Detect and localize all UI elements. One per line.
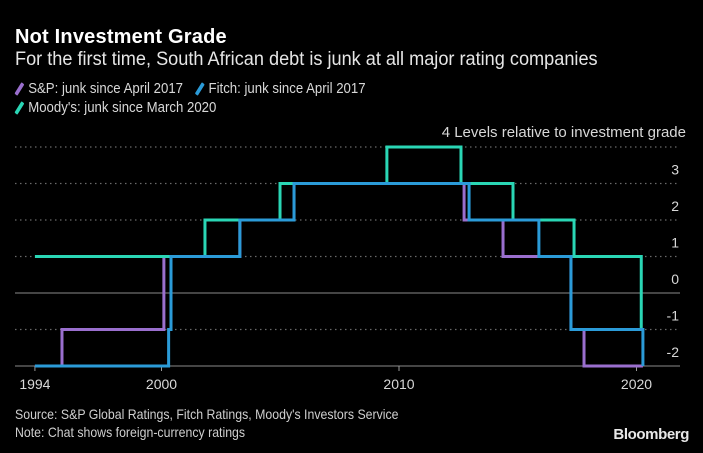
chart-title: Not Investment Grade	[15, 26, 227, 48]
source-note: Source: S&P Global Ratings, Fitch Rating…	[15, 406, 399, 422]
series-line-fitch	[34, 182, 645, 368]
legend-item-sp: S&P: junk since April 2017	[14, 80, 184, 97]
chart-subtitle: For the first time, South African debt i…	[15, 48, 598, 70]
x-tick-label: 2020	[621, 376, 652, 392]
y-tick-label: 0	[671, 271, 679, 287]
bloomberg-logo: Bloomberg	[613, 426, 689, 443]
legend-label-fitch: Fitch: junk since April 2017	[208, 80, 366, 97]
y-axis-unit-label: 4 Levels relative to investment grade	[442, 124, 686, 141]
y-tick-label: 1	[671, 235, 679, 251]
y-tick-label: 2	[671, 198, 679, 214]
legend-row-2: Moody's: junk since March 2020	[14, 99, 229, 116]
series-line-sp	[34, 182, 643, 368]
x-tick-label: 2010	[383, 376, 414, 392]
x-tick-label: 2000	[146, 376, 177, 392]
y-tick-label: 3	[671, 162, 679, 178]
legend-item-fitch: Fitch: junk since April 2017	[194, 80, 366, 97]
y-axis-labels: 3 2 1 0 -1 -2	[667, 162, 680, 361]
legend-item-moodys: Moody's: junk since March 2020	[14, 99, 217, 116]
legend-label-sp: S&P: junk since April 2017	[28, 80, 184, 97]
y-tick-label: -1	[667, 308, 680, 324]
legend-row-1: S&P: junk since April 2017 Fitch: junk s…	[14, 80, 378, 97]
footnote: Note: Chat shows foreign-currency rating…	[15, 424, 246, 440]
y-tick-label: -2	[667, 344, 680, 360]
legend-label-moodys: Moody's: junk since March 2020	[28, 99, 217, 116]
series-lines	[34, 145, 645, 368]
x-axis: 1994 2000 2010 2020	[19, 366, 652, 392]
x-tick-label: 1994	[19, 376, 50, 392]
series-line-moodys	[34, 145, 643, 330]
